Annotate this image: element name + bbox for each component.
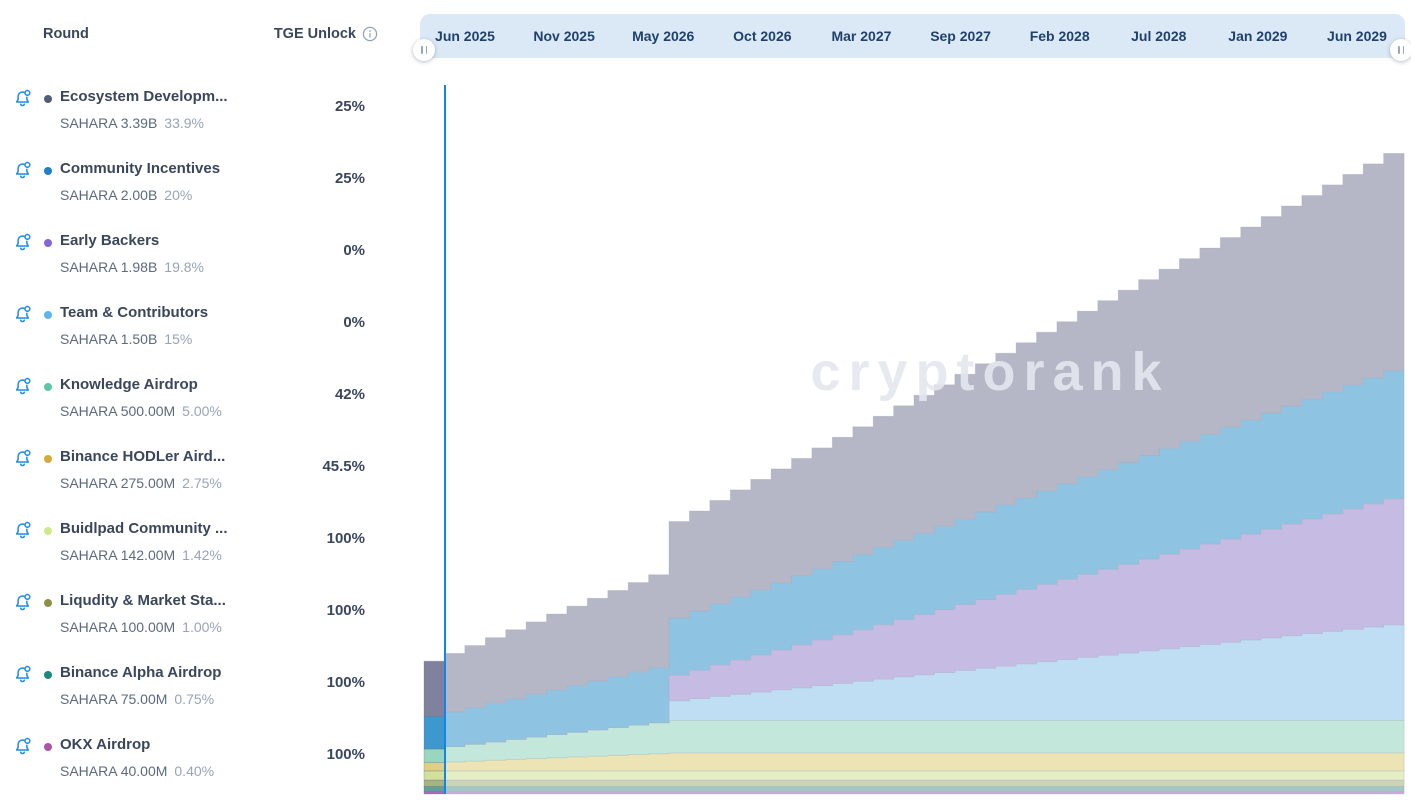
tge-unlock-value: 42% [334,386,365,403]
round-name: Knowledge Airdrop [60,376,198,393]
round-supply-pct: 1.42% [182,547,222,563]
timeline-tick-label: Jun 2025 [435,28,495,44]
round-supply-pct: 33.9% [164,115,204,131]
round-name: OKX Airdrop [60,736,151,753]
notification-bell-icon[interactable] [12,160,33,181]
legend-row[interactable]: Binance Alpha Airdrop SAHARA 75.00M 0.75% 1… [0,656,420,728]
legend-row[interactable]: Community Incentives SAHARA 2.00B 20% 25% [0,152,420,224]
timeline-tick-label: Feb 2028 [1029,28,1090,44]
round-name: Ecosystem Developm... [60,88,228,105]
round-name: Binance HODLer Aird... [60,448,226,465]
series-color-dot [44,743,52,751]
notification-bell-icon[interactable] [12,88,33,109]
notification-bell-icon[interactable] [12,232,33,253]
legend-row[interactable]: Binance HODLer Aird... SAHARA 275.00M 2.75… [0,440,420,512]
info-icon[interactable] [362,26,378,42]
rounds-panel-header: Round TGE Unlock [0,24,420,48]
legend-row[interactable]: Team & Contributors SAHARA 1.50B 15% 0% [0,296,420,368]
notification-bell-icon[interactable] [12,520,33,541]
tge-unlock-value: 100% [326,602,365,619]
tge-unlock-value: 100% [326,674,365,691]
rounds-panel: Round TGE Unlock Ecosystem Developm... SA… [0,0,420,807]
round-supply-pct: 15% [164,331,193,347]
legend-row[interactable]: Early Backers SAHARA 1.98B 19.8% 0% [0,224,420,296]
round-supply-pct: 0.75% [174,691,215,707]
round-amount: SAHARA 40.00M 0.40% [60,763,215,779]
round-name: Community Incentives [60,160,221,177]
tge-unlock-value: 100% [326,530,365,547]
series-color-dot [44,167,52,175]
notification-bell-icon[interactable] [12,736,33,757]
timeline-tick-label: Sep 2027 [930,28,991,44]
round-amount: SAHARA 100.00M 1.00% [60,619,222,635]
legend-row[interactable]: Liqudity & Market Sta... SAHARA 100.00M 1.… [0,584,420,656]
round-amount: SAHARA 1.50B 15% [60,331,193,347]
round-name: Team & Contributors [60,304,209,321]
legend-row[interactable]: Ecosystem Developm... SAHARA 3.39B 33.9% 25… [0,80,420,152]
unlock-area-chart[interactable]: cryptorank [420,80,1411,807]
notification-bell-icon[interactable] [12,448,33,469]
series-color-dot [44,383,52,391]
round-supply-pct: 19.8% [164,259,204,275]
timeline-left-drag-handle[interactable] [413,39,435,61]
series-color-dot [44,527,52,535]
round-amount: SAHARA 3.39B 33.9% [60,115,204,131]
cryptorank-watermark: cryptorank [810,342,1169,402]
legend-row[interactable]: Knowledge Airdrop SAHARA 500.00M 5.00% 42% [0,368,420,440]
series-color-dot [44,311,52,319]
series-color-dot [44,671,52,679]
tge-unlock-value: 25% [334,98,365,115]
notification-bell-icon[interactable] [12,304,33,325]
timeline-tick-label: Jan 2029 [1228,28,1288,44]
round-column-header: Round [43,26,89,42]
area-series [423,153,1405,717]
notification-bell-icon[interactable] [12,664,33,685]
notification-bell-icon[interactable] [12,376,33,397]
round-amount: SAHARA 275.00M 2.75% [60,475,222,491]
legend-row[interactable]: OKX Airdrop SAHARA 40.00M 0.40% 100% [0,728,420,800]
round-supply-pct: 5.00% [182,403,222,419]
stacked-areas [423,153,1405,795]
timeline-tick-label: Nov 2025 [533,28,595,44]
series-color-dot [44,239,52,247]
timeline-tick-label: Oct 2026 [733,28,792,44]
tge-unlock-value: 45.5% [322,458,365,475]
timeline-tick-label: Jul 2028 [1131,28,1187,44]
timeline-tick-label: May 2026 [632,28,695,44]
notification-bell-icon[interactable] [12,592,33,613]
timeline-tick-label: Jun 2029 [1327,28,1387,44]
future-region-lighten-overlay [446,85,1404,795]
round-amount: SAHARA 500.00M 5.00% [60,403,222,419]
tge-unlock-column-header: TGE Unlock [274,26,378,42]
round-amount: SAHARA 75.00M 0.75% [60,691,215,707]
round-name: Binance Alpha Airdrop [60,664,222,681]
round-supply-pct: 2.75% [182,475,222,491]
round-name: Buidlpad Community ... [60,520,228,537]
timeline-tick-label: Mar 2027 [831,28,892,44]
round-name: Early Backers [60,232,160,249]
round-name: Liqudity & Market Sta... [60,592,226,609]
round-amount: SAHARA 1.98B 19.8% [60,259,204,275]
tge-unlock-value: 0% [343,242,365,259]
tge-unlock-value: 25% [334,170,365,187]
timeline-right-drag-handle[interactable] [1390,39,1411,61]
timeline-range-bar[interactable]: Jun 2025 Nov 2025 May 2026 Oct 2026 Mar 2027… [413,14,1411,61]
round-supply-pct: 0.40% [174,763,215,779]
round-amount: SAHARA 2.00B 20% [60,187,193,203]
tge-unlock-value: 100% [326,746,365,763]
round-supply-pct: 1.00% [182,619,222,635]
series-color-dot [44,455,52,463]
series-color-dot [44,95,52,103]
series-color-dot [44,599,52,607]
tge-unlock-value: 0% [343,314,365,331]
round-amount: SAHARA 142.00M 1.42% [60,547,222,563]
legend-row[interactable]: Buidlpad Community ... SAHARA 142.00M 1.42… [0,512,420,584]
round-supply-pct: 20% [164,187,193,203]
